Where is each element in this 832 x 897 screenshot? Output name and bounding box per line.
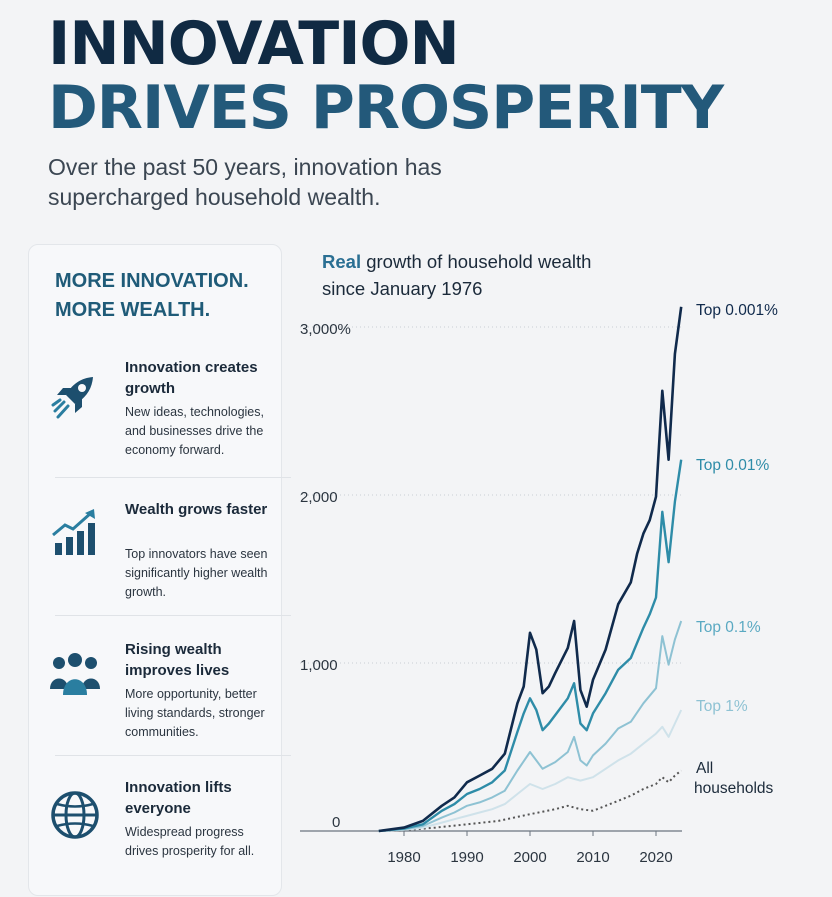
sidebar-item-title: Innovation creates growth: [125, 359, 258, 397]
chart-title-line-2: since January 1976: [322, 278, 483, 299]
page-subtitle: Over the past 50 years, innovation has s…: [48, 154, 442, 210]
x-tick-label: 2010: [576, 849, 609, 866]
page-title-line-2: DRIVES PROSPERITY: [48, 73, 724, 143]
people-icon: [50, 653, 100, 695]
rocket-icon: [51, 377, 93, 419]
sidebar-item-title: Innovation lifts everyone: [125, 779, 232, 817]
series-label: Top 1%: [696, 698, 748, 715]
sidebar-panel: MORE INNOVATION. MORE WEALTH. Innovation…: [28, 244, 291, 896]
sidebar-item-title: Wealth grows faster: [125, 501, 268, 518]
sidebar-item-desc: Widespread progress drives prosperity fo…: [125, 825, 255, 858]
series-line: [378, 620, 683, 832]
chart-title: Real growth of household wealth since Ja…: [322, 248, 591, 302]
sidebar-item-desc: New ideas, technologies, and businesses …: [125, 405, 264, 457]
y-tick-label: 0: [332, 814, 340, 831]
series-line: [378, 459, 683, 833]
x-tick-label: 1980: [387, 849, 420, 866]
series-label: Top 0.001%: [696, 302, 778, 319]
bar-growth-icon: [52, 509, 95, 555]
series-label: Top 0.1%: [696, 619, 761, 636]
y-tick-label: 3,000%: [300, 321, 351, 338]
divider: [55, 615, 291, 616]
sidebar-heading-line-2: MORE WEALTH.: [55, 299, 211, 321]
chart-title-rest: growth of household wealth: [366, 251, 592, 272]
x-tick-label: 2020: [639, 849, 672, 866]
chart-title-accent: Real: [322, 251, 362, 272]
divider: [55, 755, 291, 756]
sidebar-item-desc: Top innovators have seen significantly h…: [125, 547, 268, 599]
globe-icon: [51, 791, 99, 839]
series-label: All: [696, 760, 713, 777]
series-label: Top 0.01%: [696, 457, 769, 474]
y-tick-label: 1,000: [300, 657, 338, 674]
series-line: [378, 709, 683, 832]
x-tick-label: 2000: [513, 849, 546, 866]
y-tick-label: 2,000: [300, 489, 338, 506]
sidebar-item-title: Rising wealth improves lives: [125, 641, 230, 679]
divider: [55, 477, 291, 478]
series-line: [378, 306, 683, 833]
series-line: [378, 769, 682, 832]
x-tick-label: 1990: [450, 849, 483, 866]
sidebar-heading: MORE INNOVATION. MORE WEALTH.: [55, 267, 249, 325]
series-label-line-2: households: [694, 780, 774, 797]
page-title-line-1: INNOVATION: [48, 9, 460, 79]
sidebar-heading-line-1: MORE INNOVATION.: [55, 270, 249, 292]
sidebar-item-desc: More opportunity, better living standard…: [125, 687, 265, 739]
